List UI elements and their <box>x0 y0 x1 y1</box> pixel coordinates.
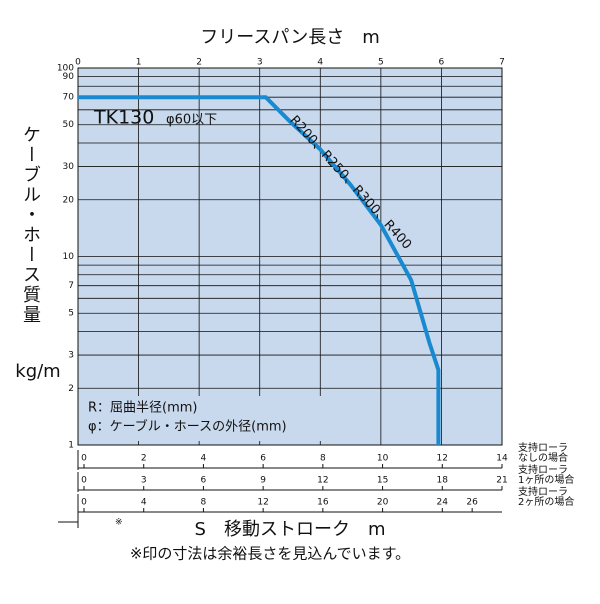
stroke-tick-label: 12 <box>257 498 268 508</box>
series-note: φ60以下 <box>166 113 217 128</box>
y-tick-label: 20 <box>63 195 75 205</box>
stroke-tick-label: 0 <box>81 498 87 508</box>
stroke-tick-label: 21 <box>496 476 507 486</box>
stroke-tick-label: 24 <box>437 498 449 508</box>
y-tick-label: 90 <box>63 72 75 82</box>
stroke-tick-label: 9 <box>260 476 266 486</box>
stroke-tick-label: 16 <box>317 498 329 508</box>
footnote: ※印の寸法は余裕長さを見込んでいます。 <box>130 545 410 563</box>
x-tick-label: 4 <box>317 58 323 68</box>
stroke-tick-label: 20 <box>377 498 389 508</box>
y-axis-unit: kg/m <box>15 361 60 382</box>
y-tick-label: 2 <box>68 384 74 394</box>
stroke-tick-label: 4 <box>201 454 207 464</box>
y-tick-label: 7 <box>68 281 74 291</box>
y-tick-label: 5 <box>68 309 74 319</box>
stroke-axis-label: 支持ローラ <box>518 485 568 498</box>
stroke-tick-label: 8 <box>320 454 326 464</box>
stroke-axis-label: 2ヶ所の場合 <box>518 495 574 508</box>
y-tick-label: 50 <box>63 120 75 130</box>
stroke-axis-label: なしの場合 <box>518 451 568 464</box>
chart-title: フリースパン長さ m <box>200 27 380 48</box>
series-name: TK130 <box>93 107 154 129</box>
stroke-tick-label: 0 <box>81 476 87 486</box>
x-tick-label: 7 <box>499 58 505 68</box>
x-tick-label: 6 <box>439 58 445 68</box>
x-tick-label: 2 <box>196 58 202 68</box>
stroke-tick-label: 8 <box>201 498 207 508</box>
stroke-axis-label: 支持ローラ <box>518 463 568 476</box>
stroke-tick-label: 12 <box>437 454 448 464</box>
y-axis-label: ケーブル・ホース質量 <box>20 125 41 325</box>
data-line <box>78 95 441 445</box>
x-tick-label: 5 <box>378 58 384 68</box>
y-tick-label: 10 <box>63 252 75 262</box>
stroke-tick-label: 26 <box>466 498 478 508</box>
margin-mark: ※ <box>115 518 123 528</box>
note: R：屈曲半径(mm) <box>88 401 198 416</box>
x-axis-label: S 移動ストローク m <box>195 519 386 540</box>
y-tick-label: 1 <box>68 441 74 451</box>
x-tick-label: 1 <box>136 58 142 68</box>
stroke-tick-label: 6 <box>260 454 266 464</box>
stroke-tick-label: 14 <box>496 454 508 464</box>
y-tick-label: 100 <box>57 64 74 74</box>
notes-box <box>80 396 330 441</box>
stroke-axis-label: 支持ローラ <box>518 441 568 454</box>
y-tick-label: 30 <box>63 162 75 172</box>
stroke-tick-label: 10 <box>377 454 389 464</box>
stroke-tick-label: 3 <box>141 476 147 486</box>
y-tick-label: 3 <box>68 351 74 361</box>
stroke-tick-label: 6 <box>201 476 207 486</box>
stroke-tick-label: 2 <box>141 454 147 464</box>
note: φ：ケーブル・ホースの外径(mm) <box>88 419 287 435</box>
stroke-tick-label: 0 <box>81 454 87 464</box>
stroke-tick-label: 12 <box>317 476 328 486</box>
x-tick-label: 0 <box>75 58 81 68</box>
stroke-tick-label: 4 <box>141 498 147 508</box>
x-tick-label: 3 <box>257 58 263 68</box>
stroke-tick-label: 18 <box>437 476 449 486</box>
stroke-tick-label: 15 <box>377 476 388 486</box>
stroke-axis-label: 1ヶ所の場合 <box>518 473 574 486</box>
y-tick-label: 70 <box>63 93 75 103</box>
